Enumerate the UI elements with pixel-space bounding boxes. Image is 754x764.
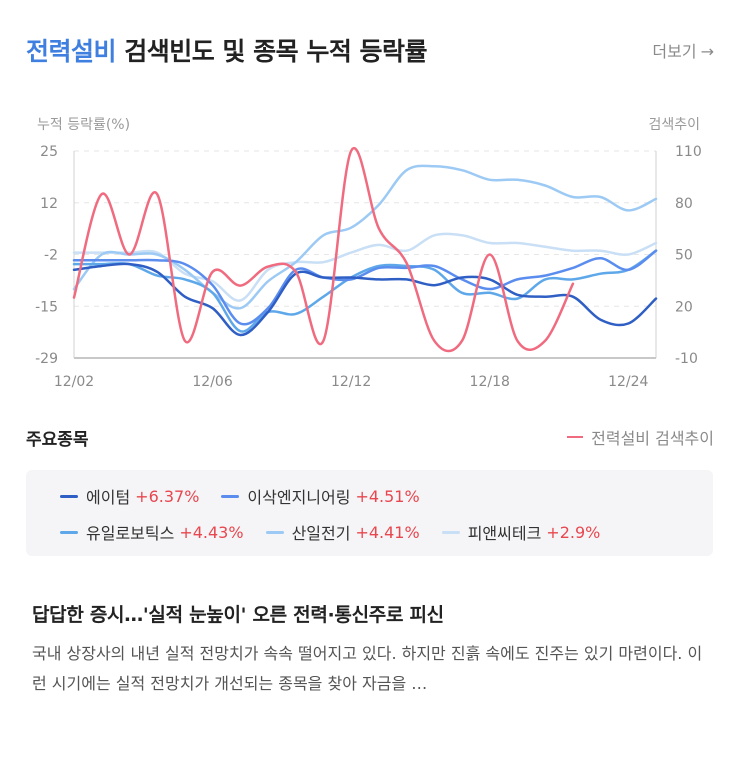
news-summary: 국내 상장사의 내년 실적 전망치가 속속 떨어지고 있다. 하지만 진흙 속에…	[32, 644, 703, 693]
y2-tick-label: 110	[675, 144, 702, 160]
line-chart: 누적 등락률(%) 검색추이 25 12 -2 -15 -29 110 80 50 20 -10 1…	[35, 117, 702, 390]
y2-tick-label: 20	[675, 299, 693, 315]
y2-tick-label: 50	[675, 248, 693, 264]
series-line-0	[72, 262, 658, 337]
right-axis-label: 검색추이	[648, 117, 700, 133]
y-tick-label: 25	[40, 144, 58, 160]
x-tick-label: 12/06	[192, 374, 232, 390]
stock-row-1: 에이텀 +6.37% 이삭엔지니어링 +4.51%	[60, 484, 442, 508]
stock-name: 이삭엔지니어링	[247, 488, 351, 507]
stock-change: +4.51%	[355, 486, 420, 506]
y-tick-label: -29	[35, 351, 58, 367]
x-tick-label: 12/24	[608, 374, 648, 390]
title-rest: 검색빈도 및 종목 누적 등락률	[116, 37, 428, 66]
stock-name: 에이텀	[86, 488, 131, 507]
stock-list: 에이텀 +6.37% 이삭엔지니어링 +4.51% 유일로보틱스 +4.43% 산일전…	[26, 470, 713, 556]
series-line-2	[72, 249, 658, 333]
series-line-1	[72, 249, 658, 326]
stock-row-2: 유일로보틱스 +4.43% 산일전기 +4.41% 피앤씨테크 +2.9%	[60, 520, 622, 544]
stock-name: 피앤씨테크	[467, 524, 542, 543]
more-label: 더보기	[652, 42, 697, 61]
stock-change: +6.37%	[135, 486, 200, 506]
y2-tick-label: -10	[675, 351, 698, 367]
section-title: 주요종목	[26, 429, 89, 450]
x-tick-label: 12/12	[331, 374, 371, 390]
search-trend-label: 전력설비 검색추이	[591, 429, 714, 448]
stock-name: 산일전기	[291, 524, 351, 543]
y-tick-label: 12	[40, 196, 58, 212]
news-item[interactable]: 답답한 증시…'실적 눈높이' 오른 전력·통신주로 피신 국내 상장사의 내년…	[32, 600, 712, 699]
series-line-3	[72, 164, 658, 310]
stock-change: +4.43%	[179, 522, 244, 542]
stock-swatch	[221, 494, 240, 498]
y2-tick-label: 80	[675, 196, 693, 212]
y-tick-label: -2	[44, 248, 58, 264]
page-title: 전력설비 검색빈도 및 종목 누적 등락률	[26, 32, 428, 68]
series-line-5	[72, 146, 575, 353]
stock-swatch	[60, 494, 78, 498]
stock-change: +4.41%	[355, 522, 420, 542]
stock-item-1[interactable]: 이삭엔지니어링 +4.51%	[221, 484, 420, 508]
stock-swatch	[60, 530, 78, 534]
stock-swatch	[441, 530, 460, 534]
header: 전력설비 검색빈도 및 종목 누적 등락률 더보기 →	[26, 30, 714, 70]
section-row: 주요종목 전력설비 검색추이	[26, 424, 714, 450]
arrow-right-icon: →	[700, 42, 714, 61]
title-highlight: 전력설비	[26, 37, 117, 66]
x-tick-label: 12/02	[54, 374, 94, 390]
chart-ticks: 25 12 -2 -15 -29 110 80 50 20 -10 12/02 12/06 12/12 1…	[35, 144, 702, 390]
stock-item-0[interactable]: 에이텀 +6.37%	[60, 484, 199, 508]
chart-grid	[73, 150, 657, 359]
x-tick-label: 12/18	[470, 374, 510, 390]
search-trend-swatch	[567, 436, 584, 438]
stock-item-4[interactable]: 피앤씨테크 +2.9%	[441, 520, 601, 544]
stock-item-3[interactable]: 산일전기 +4.41%	[265, 520, 420, 544]
chart-lines	[72, 146, 658, 353]
stock-swatch	[265, 530, 284, 534]
news-title[interactable]: 답답한 증시…'실적 눈높이' 오른 전력·통신주로 피신	[32, 604, 444, 626]
y-tick-label: -15	[35, 299, 58, 315]
search-trend-legend: 전력설비 검색추이	[567, 425, 714, 449]
more-link[interactable]: 더보기 →	[652, 38, 714, 62]
left-axis-label: 누적 등락률(%)	[37, 117, 130, 133]
stock-name: 유일로보틱스	[86, 524, 175, 543]
stock-item-2[interactable]: 유일로보틱스 +4.43%	[60, 520, 244, 544]
stock-change: +2.9%	[546, 522, 601, 542]
